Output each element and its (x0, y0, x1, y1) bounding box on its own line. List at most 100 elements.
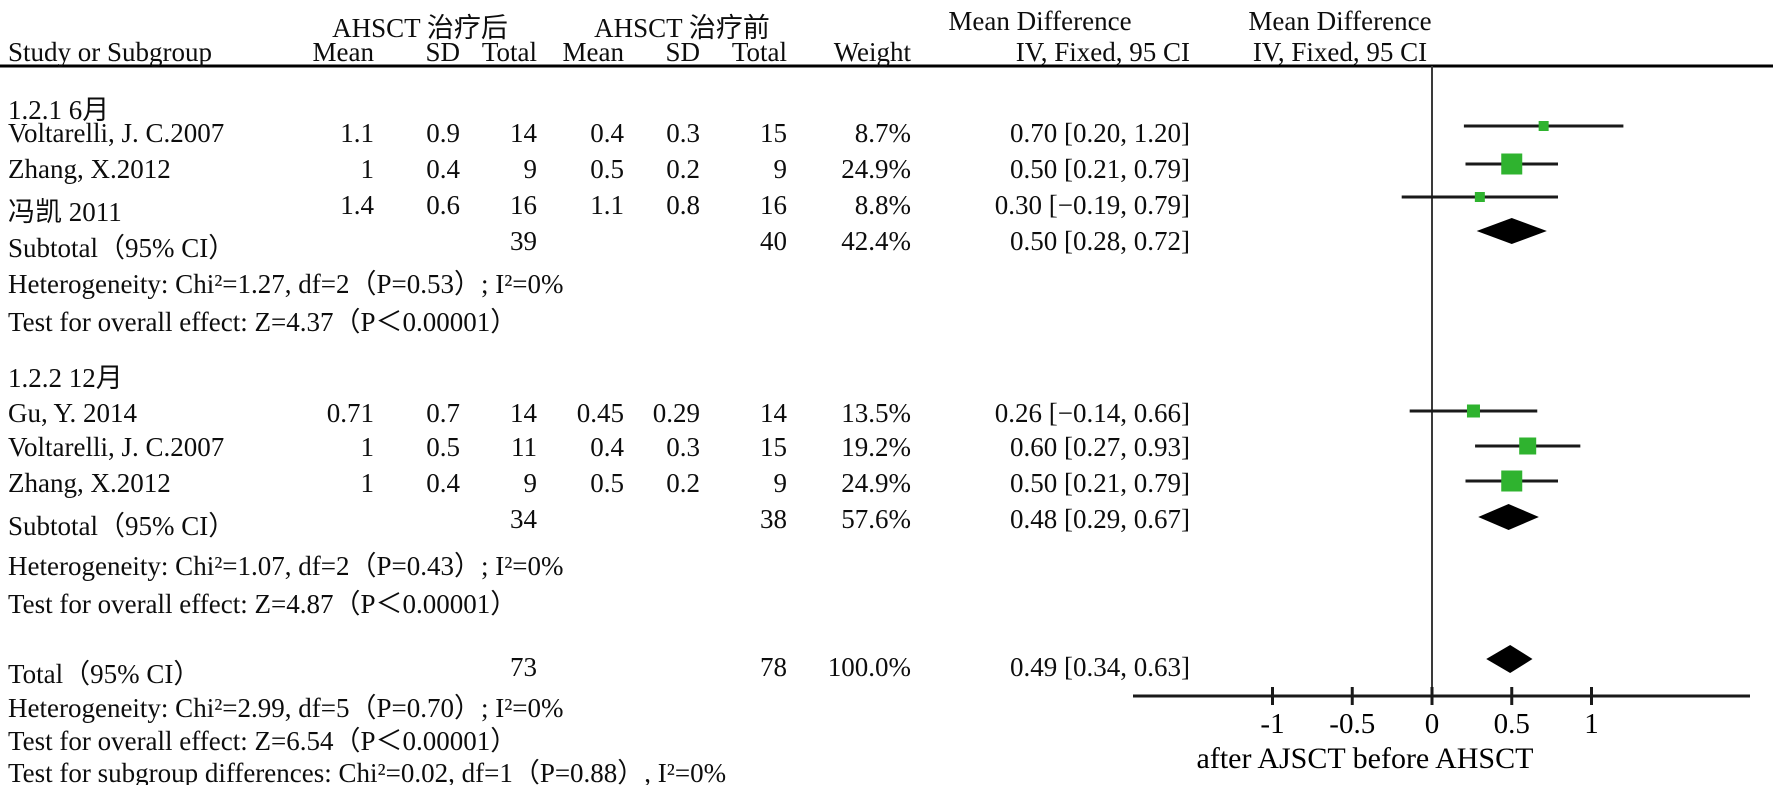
column-header-row: Study or Subgroup Mean SD Total Mean SD … (0, 37, 1200, 71)
overall-effect-note: Test for overall effect: Z=4.37（P＜0.0000… (8, 307, 518, 337)
effect-square (1474, 192, 1485, 202)
total-weight: 100.0% (827, 652, 911, 682)
mean-before: 0.4 (590, 432, 624, 462)
total-before: 9 (773, 468, 788, 498)
subtotal-effect-ci: 0.50 [0.28, 0.72] (1010, 226, 1190, 256)
subtotal-effect-ci: 0.48 [0.29, 0.67] (1010, 504, 1190, 534)
mean-after: 1.1 (340, 118, 374, 148)
study-row: Zhang, X.2012 1 0.4 9 0.5 0.2 9 24.9% 0.… (0, 468, 1200, 502)
col-sd-before: SD (665, 37, 700, 67)
subtotal-row: Subtotal（95% CI） 34 38 57.6% 0.48 [0.29,… (0, 504, 1200, 541)
sd-after: 0.9 (426, 118, 460, 148)
study-name: Gu, Y. 2014 (8, 398, 138, 428)
mean-before: 1.1 (590, 190, 624, 220)
effect-ci: 0.70 [0.20, 1.20] (1010, 118, 1190, 148)
total-after: 9 (523, 468, 538, 498)
sd-before: 0.2 (666, 468, 700, 498)
heterogeneity-note: Heterogeneity: Chi²=2.99, df=5（P=0.70）; … (8, 693, 564, 723)
group-after-header: AHSCT 治疗后 (332, 13, 508, 43)
total-before: 16 (760, 190, 787, 220)
heterogeneity-note: Heterogeneity: Chi²=1.07, df=2（P=0.43）; … (8, 551, 564, 581)
sd-after: 0.5 (426, 432, 460, 462)
subtotal-total-after: 34 (510, 504, 537, 534)
axis-tick-label: 1 (1584, 708, 1599, 740)
col-mean-before: Mean (562, 37, 624, 67)
axis-tick-label: -1 (1260, 708, 1284, 740)
mean-before: 0.45 (576, 398, 624, 428)
weight: 8.8% (854, 190, 911, 220)
overall-effect-note: Test for overall effect: Z=4.87（P＜0.0000… (8, 589, 518, 619)
sd-before: 0.29 (652, 398, 700, 428)
weight: 13.5% (841, 398, 911, 428)
total-diamond (1486, 645, 1533, 673)
study-row: 冯凯 2011 1.4 0.6 16 1.1 0.8 16 8.8% 0.30 … (0, 190, 1200, 227)
effect-ci: 0.60 [0.27, 0.93] (1010, 432, 1190, 462)
col-mean-after: Mean (312, 37, 374, 67)
total-after: 16 (510, 190, 537, 220)
subtotal-total-after: 39 (510, 226, 537, 256)
total-label: Total（95% CI） (8, 659, 201, 689)
effect-square (1519, 437, 1537, 455)
sd-before: 0.3 (666, 432, 700, 462)
study-row: Gu, Y. 2014 0.71 0.7 14 0.45 0.29 14 13.… (0, 398, 1200, 432)
mean-after: 1 (360, 468, 375, 498)
mean-before: 0.5 (590, 154, 624, 184)
study-name: Voltarelli, J. C.2007 (8, 432, 225, 462)
sd-after: 0.7 (426, 398, 460, 428)
col-study: Study or Subgroup (8, 37, 213, 67)
total-before: 9 (773, 154, 788, 184)
study-row: Voltarelli, J. C.2007 1 0.5 11 0.4 0.3 1… (0, 432, 1200, 466)
subgroup-difference-note: Test for subgroup differences: Chi²=0.02… (8, 758, 727, 785)
mean-after: 1 (360, 154, 375, 184)
total-before: 15 (760, 432, 787, 462)
effect-ci: 0.30 [−0.19, 0.79] (994, 190, 1190, 220)
sd-before: 0.2 (666, 154, 700, 184)
col-total-before: Total (731, 37, 787, 67)
effect-ci: 0.26 [−0.14, 0.66] (994, 398, 1190, 428)
weight: 8.7% (854, 118, 911, 148)
subgroup-1-title: 1.2.1 6月 (8, 95, 110, 125)
subtotal-total-before: 40 (760, 226, 787, 256)
effect-ci: 0.50 [0.21, 0.79] (1010, 154, 1190, 184)
axis-caption: after AJSCT before AHSCT (1197, 742, 1534, 775)
effect-square (1501, 470, 1523, 492)
heterogeneity-note: Heterogeneity: Chi²=1.27, df=2（P=0.53）; … (8, 269, 564, 299)
effect-square (1538, 121, 1549, 131)
study-row: Voltarelli, J. C.2007 1.1 0.9 14 0.4 0.3… (0, 118, 1200, 152)
col-total-after: Total (481, 37, 537, 67)
mean-after: 1 (360, 432, 375, 462)
total-effect-ci: 0.49 [0.34, 0.63] (1010, 652, 1190, 682)
sd-after: 0.6 (426, 190, 460, 220)
sd-before: 0.3 (666, 118, 700, 148)
subtotal-weight: 42.4% (841, 226, 911, 256)
subtotal-weight: 57.6% (841, 504, 911, 534)
effect-ci: 0.50 [0.21, 0.79] (1010, 468, 1190, 498)
total-row: Total（95% CI） 73 78 100.0% 0.49 [0.34, 0… (0, 652, 1200, 689)
total-total-before: 78 (760, 652, 787, 682)
study-name: Zhang, X.2012 (8, 468, 171, 498)
subtotal-diamond (1476, 218, 1547, 244)
subtotal-diamond (1478, 504, 1539, 530)
study-name: Zhang, X.2012 (8, 154, 171, 184)
weight: 24.9% (841, 154, 911, 184)
study-name: 冯凯 2011 (8, 197, 122, 227)
effect-column-title: Mean Difference (948, 6, 1132, 36)
total-after: 14 (510, 118, 537, 148)
col-effect: IV, Fixed, 95 CI (1015, 37, 1190, 67)
sd-after: 0.4 (426, 154, 460, 184)
total-total-after: 73 (510, 652, 537, 682)
subtotal-label: Subtotal（95% CI） (8, 511, 236, 541)
mean-after: 0.71 (326, 398, 374, 428)
axis-tick-label: 0 (1425, 708, 1440, 740)
sd-before: 0.8 (666, 190, 700, 220)
axis-tick-label: -0.5 (1329, 708, 1375, 740)
col-sd-after: SD (425, 37, 460, 67)
total-before: 14 (760, 398, 787, 428)
weight: 19.2% (841, 432, 911, 462)
study-name: Voltarelli, J. C.2007 (8, 118, 225, 148)
subgroup-2-title: 1.2.2 12月 (8, 363, 123, 393)
weight: 24.9% (841, 468, 911, 498)
subtotal-label: Subtotal（95% CI） (8, 233, 236, 263)
